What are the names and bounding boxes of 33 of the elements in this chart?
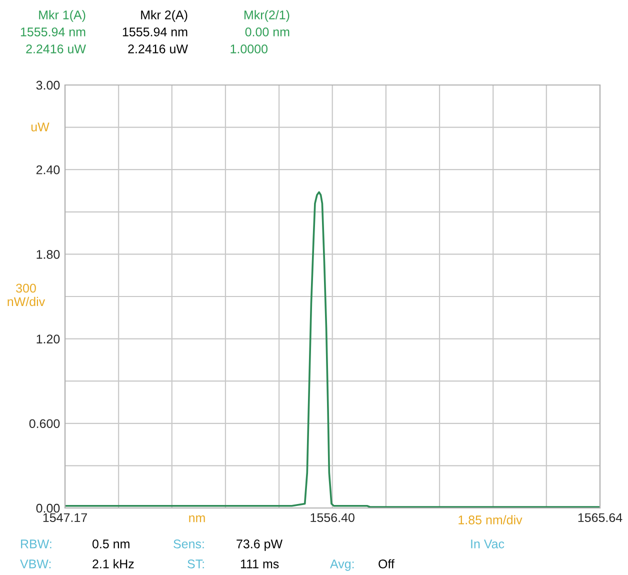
text: Avg: (330, 560, 354, 571)
text: Mkr 2(A) (141, 10, 188, 22)
y-tick-label: 1.80 (36, 250, 60, 259)
x-tick-label: 1547.17 (43, 513, 87, 522)
text: 0.5 nm (92, 540, 130, 548)
text: 0.00 nm (245, 28, 290, 36)
text: 111 ms (240, 560, 279, 568)
text: Off (378, 559, 394, 568)
text: ST: (188, 560, 204, 568)
text: RBW: (21, 540, 52, 548)
x-tick-label: 1556.40 (310, 513, 354, 522)
y-tick-label: 2.40 (36, 165, 60, 174)
y-tick-label: 0.00 (36, 504, 60, 513)
text: VBW: (20, 560, 51, 568)
text: Mkr 1(A) (39, 10, 86, 22)
text: 2.2416 uW (128, 44, 188, 54)
y-tick-label: 3.00 (36, 80, 60, 90)
text: 1555.94 nm (122, 28, 188, 36)
text: In Vac (471, 540, 504, 548)
text: Sens: (174, 540, 204, 548)
y-tick-label: 0.600 (29, 419, 60, 428)
text: 1555.94 nm (20, 28, 86, 36)
x-tick-label: 1565.64 (578, 513, 622, 522)
text: 1.85 nm/div (458, 515, 522, 524)
text: 2.2416 uW (26, 44, 86, 54)
text: 2.1 kHz (92, 559, 134, 568)
text: 300 nW/div (8, 284, 46, 306)
x-axis-title: nm (189, 515, 205, 522)
text: 1.0000 (230, 44, 268, 54)
y-tick-label: 1.20 (36, 334, 60, 344)
text: 73.6 pW (236, 540, 283, 551)
y-axis-title: uW (31, 122, 50, 132)
text: Mkr(2/1) (244, 10, 290, 22)
